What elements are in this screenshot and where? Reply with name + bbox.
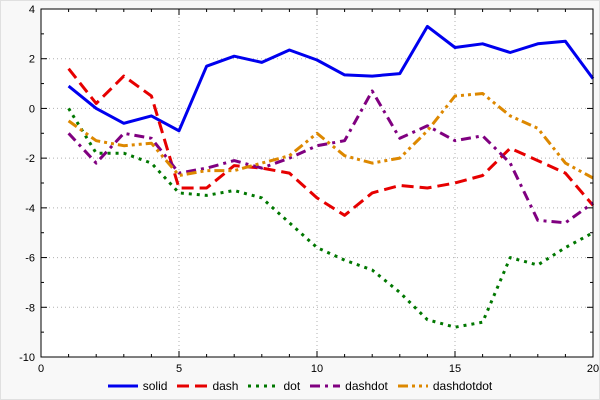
y-tick-label: -6: [25, 253, 35, 265]
plot-border: [40, 8, 594, 358]
legend-label: dashdot: [345, 379, 388, 393]
legend-label: dot: [283, 379, 301, 393]
legend-item-dash: dash: [177, 379, 238, 393]
y-tick-label: 4: [29, 4, 35, 16]
x-tick-label: 5: [176, 363, 182, 373]
x-tick-label: 0: [38, 363, 44, 373]
legend-item-dashdotdot: dashdotdot: [397, 379, 493, 393]
series-line-dashdotdot: [67, 92, 594, 180]
legend-swatch-dashdot: [310, 384, 341, 388]
y-tick-label: -2: [25, 153, 35, 165]
x-tick-label: 10: [311, 363, 323, 373]
legend-label: dashdotdot: [432, 379, 493, 393]
legend-label: dash: [212, 379, 239, 393]
y-tick-label: 2: [29, 54, 35, 66]
x-tick-label: 20: [587, 363, 599, 373]
x-tick-label: 15: [449, 363, 461, 373]
legend: solid dash dot dashdot dashdotdot: [1, 373, 599, 399]
y-tick-label: -4: [25, 203, 35, 215]
series-line-dash: [67, 67, 595, 217]
chart-svg: 0 5 10 15 20 -10 -8 -6 -4 -2 0 2 4: [19, 4, 599, 373]
legend-label: solid: [142, 379, 168, 393]
y-tick-label: 0: [29, 103, 35, 115]
legend-swatch-solid: [107, 384, 138, 388]
y-tick-label: -8: [25, 302, 35, 314]
series-line-dashdot: [67, 89, 594, 225]
legend-swatch-dot: [248, 384, 279, 388]
y-tick-label: -10: [19, 352, 35, 364]
legend-item-dashdot: dashdot: [310, 379, 388, 393]
plot-area: [41, 9, 593, 357]
legend-swatch-dashdotdot: [397, 384, 428, 388]
series-line-solid: [67, 24, 595, 133]
legend-item-dot: dot: [248, 379, 300, 393]
legend-item-solid: solid: [107, 379, 168, 393]
legend-swatch-dash: [177, 384, 208, 388]
